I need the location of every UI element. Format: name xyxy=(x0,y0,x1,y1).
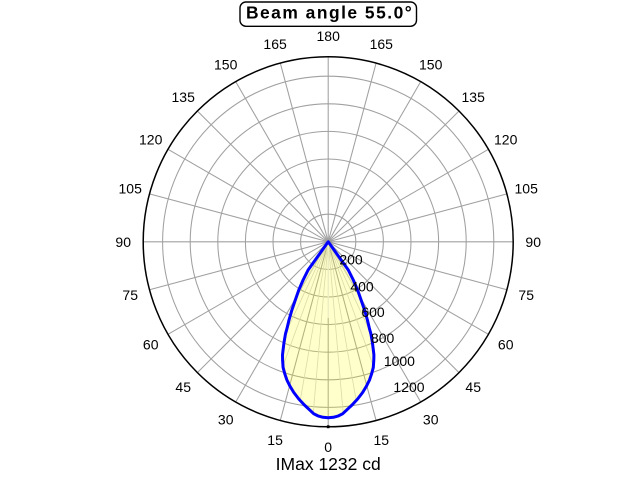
svg-text:90: 90 xyxy=(115,234,131,250)
svg-text:105: 105 xyxy=(515,181,539,197)
svg-text:150: 150 xyxy=(419,56,443,72)
svg-text:1000: 1000 xyxy=(384,353,415,369)
svg-text:0: 0 xyxy=(324,439,332,455)
svg-text:600: 600 xyxy=(361,304,385,320)
svg-text:Beam angle 55.0°: Beam angle 55.0° xyxy=(246,3,413,23)
svg-text:135: 135 xyxy=(172,89,196,105)
svg-text:1200: 1200 xyxy=(393,379,424,395)
svg-text:135: 135 xyxy=(462,89,486,105)
svg-text:120: 120 xyxy=(494,131,518,147)
svg-text:75: 75 xyxy=(122,287,138,303)
svg-text:60: 60 xyxy=(498,336,514,352)
svg-text:165: 165 xyxy=(370,36,394,52)
svg-text:800: 800 xyxy=(371,330,395,346)
svg-text:IMax 1232 cd: IMax 1232 cd xyxy=(276,454,381,474)
svg-text:30: 30 xyxy=(423,411,439,427)
svg-text:400: 400 xyxy=(350,278,374,294)
svg-text:165: 165 xyxy=(263,36,287,52)
svg-text:120: 120 xyxy=(139,131,163,147)
svg-text:105: 105 xyxy=(119,181,143,197)
svg-text:150: 150 xyxy=(214,56,238,72)
svg-text:90: 90 xyxy=(525,234,541,250)
svg-text:30: 30 xyxy=(218,411,234,427)
svg-text:180: 180 xyxy=(317,28,341,44)
svg-text:45: 45 xyxy=(465,379,481,395)
svg-text:60: 60 xyxy=(143,336,159,352)
svg-text:15: 15 xyxy=(267,432,283,448)
svg-text:75: 75 xyxy=(518,287,534,303)
svg-text:200: 200 xyxy=(339,252,363,268)
svg-text:15: 15 xyxy=(374,432,390,448)
svg-text:45: 45 xyxy=(175,379,191,395)
